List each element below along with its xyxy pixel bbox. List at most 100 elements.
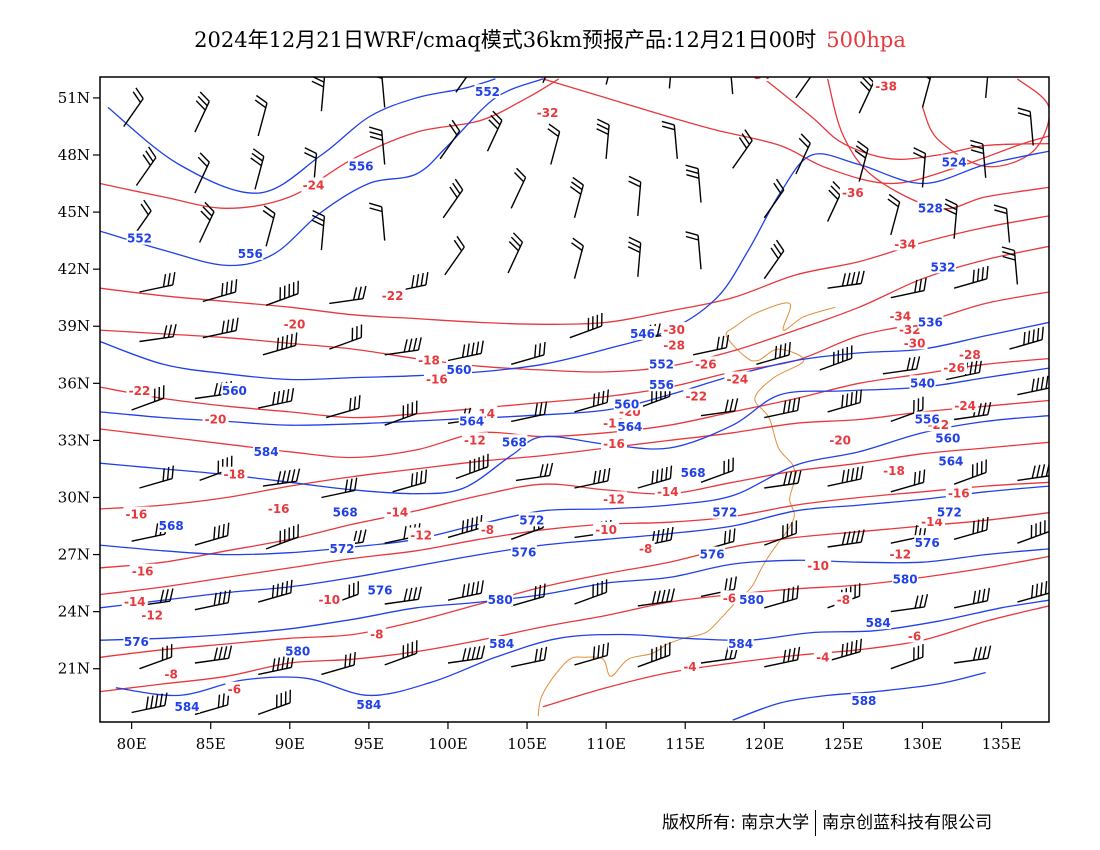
temperature-label: -24 [724, 371, 751, 387]
svg-text:-12: -12 [141, 609, 163, 623]
svg-text:560: 560 [222, 384, 247, 398]
wind-barb [637, 465, 673, 489]
temperature-label: -16 [129, 563, 156, 579]
svg-text:556: 556 [649, 378, 674, 392]
wind-barb [1009, 326, 1044, 350]
wind-barb [384, 337, 422, 356]
height-label: 572 [711, 504, 738, 520]
y-tick-label: 33N [58, 431, 90, 449]
wind-barb [321, 652, 356, 676]
wind-barb [887, 193, 901, 236]
temperature-label: -12 [887, 546, 914, 562]
wind-barb [795, 133, 811, 175]
temperature-label: -24 [300, 177, 327, 193]
wind-barb [668, 77, 672, 89]
wind-barb [944, 198, 958, 239]
wind-barb [763, 239, 785, 280]
wind-barbs [123, 77, 1049, 716]
wind-barb [131, 385, 165, 411]
wind-barb [455, 77, 468, 93]
x-tick-label: 105E [507, 735, 547, 753]
x-tick-label: 90E [275, 735, 305, 753]
temperature-label: -26 [692, 356, 719, 371]
svg-text:584: 584 [356, 698, 381, 712]
x-tick-label: 95E [354, 735, 384, 753]
wind-barb [764, 520, 798, 546]
wind-barb [439, 119, 461, 160]
wind-barb [486, 110, 503, 152]
svg-text:-14: -14 [387, 506, 409, 520]
height-contour [115, 599, 1049, 697]
svg-text:-16: -16 [603, 437, 625, 451]
wind-barb [970, 139, 987, 178]
wind-barb [763, 178, 785, 219]
svg-text:568: 568 [159, 519, 184, 533]
x-tick-label: 130E [903, 735, 943, 753]
wind-barb [444, 235, 465, 276]
wind-barb [257, 689, 291, 716]
height-label: 546 [629, 325, 656, 341]
svg-text:536: 536 [918, 315, 943, 329]
temperature-label: -32 [896, 322, 923, 337]
svg-text:-34: -34 [749, 68, 771, 82]
temperature-contour [100, 245, 1049, 373]
svg-text:584: 584 [728, 637, 753, 651]
svg-text:-18: -18 [224, 468, 246, 482]
height-label: 572 [518, 512, 545, 527]
svg-text:-6: -6 [228, 683, 241, 697]
svg-text:-22: -22 [685, 390, 707, 404]
temperature-label: -20 [281, 316, 308, 331]
svg-text:-20: -20 [829, 433, 851, 447]
svg-text:-22: -22 [382, 289, 404, 303]
temperature-label: -30 [661, 322, 688, 337]
svg-text:524: 524 [942, 156, 967, 170]
wind-barb [953, 459, 987, 485]
temperature-contour [921, 78, 1049, 168]
svg-text:572: 572 [329, 542, 354, 556]
temperature-label: -22 [126, 382, 153, 398]
temperature-label: -14 [121, 594, 148, 609]
wind-barb [1017, 463, 1049, 482]
temperature-label: -34 [746, 68, 773, 82]
height-label: 536 [917, 314, 944, 329]
temperature-label: -26 [941, 360, 968, 375]
y-tick-label: 24N [58, 603, 90, 621]
svg-text:560: 560 [935, 432, 960, 446]
temperature-label: -16 [945, 485, 972, 501]
svg-text:560: 560 [446, 363, 471, 377]
wind-barb [194, 645, 233, 664]
wind-barb [194, 589, 231, 611]
wind-barb [764, 585, 799, 609]
height-contour [107, 78, 496, 194]
height-label: 532 [930, 259, 956, 274]
svg-text:-6: -6 [723, 591, 736, 605]
temperature-label: -20 [827, 432, 854, 447]
temperature-label: -38 [873, 78, 900, 94]
svg-text:532: 532 [930, 260, 955, 274]
height-contour [100, 321, 1049, 426]
svg-text:-30: -30 [904, 336, 926, 350]
svg-text:528: 528 [918, 201, 943, 215]
wind-barb [507, 232, 524, 274]
svg-text:552: 552 [649, 357, 674, 371]
wind-barb [384, 400, 418, 426]
svg-text:-4: -4 [683, 660, 696, 674]
wind-barb [265, 524, 299, 550]
wind-barb [732, 129, 753, 169]
wind-barb [954, 645, 992, 664]
svg-text:-12: -12 [889, 548, 911, 562]
temperature-label: -4 [813, 649, 832, 664]
x-tick-label: 125E [824, 735, 864, 753]
svg-text:-8: -8 [165, 667, 178, 681]
svg-text:584: 584 [866, 616, 891, 630]
y-tick-label: 42N [58, 260, 90, 278]
svg-text:576: 576 [511, 546, 536, 560]
wind-barb [764, 470, 802, 489]
wind-barb [194, 522, 230, 546]
svg-text:-32: -32 [899, 323, 921, 337]
coastline [537, 302, 836, 717]
temperature-label: -36 [839, 185, 866, 200]
height-label: 568 [680, 464, 707, 480]
svg-text:-20: -20 [284, 317, 306, 331]
height-label: 584 [355, 696, 382, 712]
